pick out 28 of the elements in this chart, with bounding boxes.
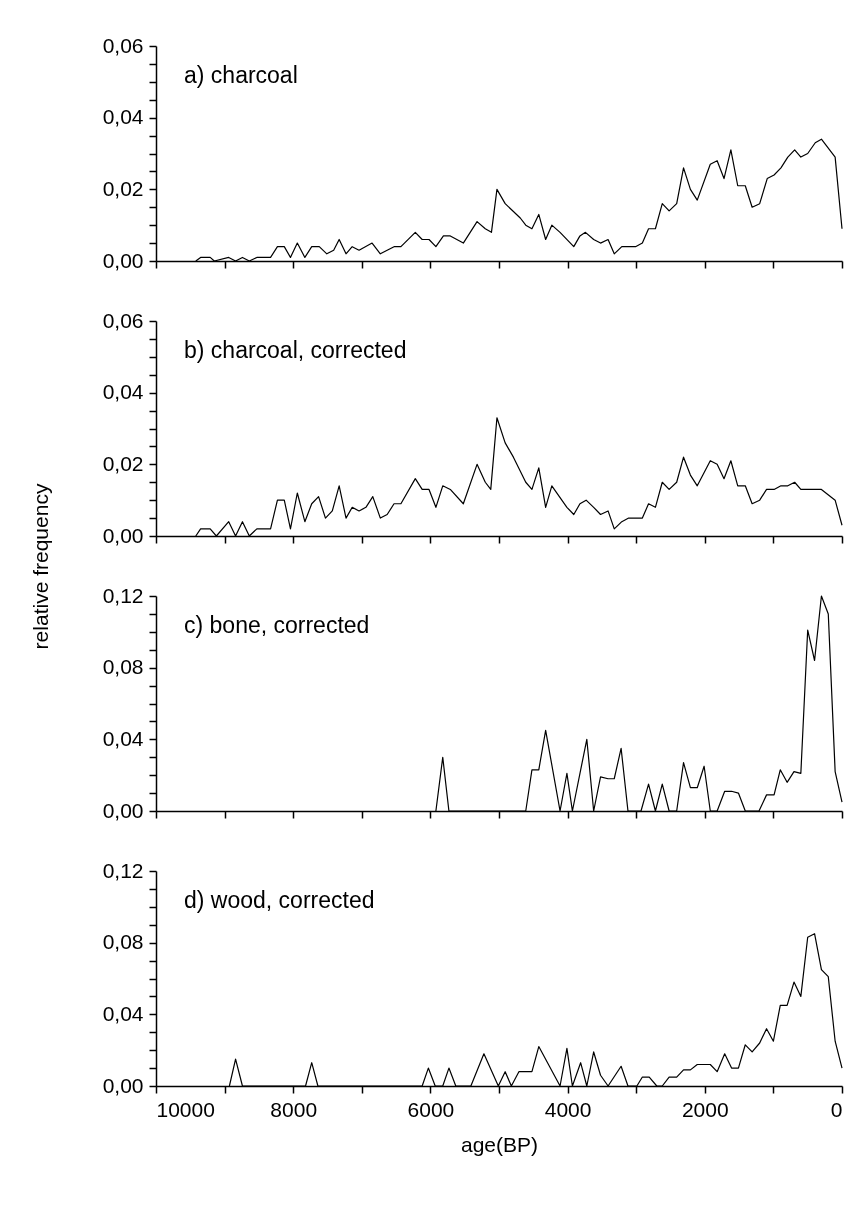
x-axis-title: age(BP) <box>460 1132 539 1156</box>
annotation: c) bone, corrected <box>184 612 370 638</box>
y-tick-label: 0,00 <box>102 523 144 547</box>
y-tick-label: 0,04 <box>102 380 144 404</box>
annotation: d) wood, corrected <box>184 887 375 913</box>
y-tick-label: 0,12 <box>102 858 144 882</box>
y-tick-label: 0,06 <box>102 308 144 332</box>
y-tick-label: 0,02 <box>102 176 144 200</box>
y-axis-title: relative frequency <box>28 483 52 650</box>
y-tick-label: 0,02 <box>102 451 144 475</box>
x-tick-label: 8000 <box>270 1097 318 1121</box>
y-tick-label: 0,08 <box>102 930 144 954</box>
y-tick-label: 0,12 <box>102 583 144 607</box>
y-tick-label: 0,04 <box>102 1001 144 1025</box>
annotation: b) charcoal, corrected <box>184 337 407 363</box>
y-tick-label: 0,04 <box>102 105 144 129</box>
x-tick-label: 4000 <box>544 1097 592 1121</box>
y-tick-label: 0,00 <box>102 798 144 822</box>
y-tick-label: 0,08 <box>102 655 144 679</box>
y-tick-label: 0,00 <box>102 248 144 272</box>
x-tick-label: 6000 <box>407 1097 455 1121</box>
x-tick-label: 10000 <box>156 1097 215 1121</box>
annotation: a) charcoal <box>184 62 298 88</box>
y-tick-label: 0,04 <box>102 726 144 750</box>
x-tick-label: 0 <box>830 1097 843 1121</box>
y-tick-label: 0,00 <box>102 1073 144 1097</box>
x-tick-label: 2000 <box>681 1097 729 1121</box>
y-tick-label: 0,06 <box>102 33 144 57</box>
